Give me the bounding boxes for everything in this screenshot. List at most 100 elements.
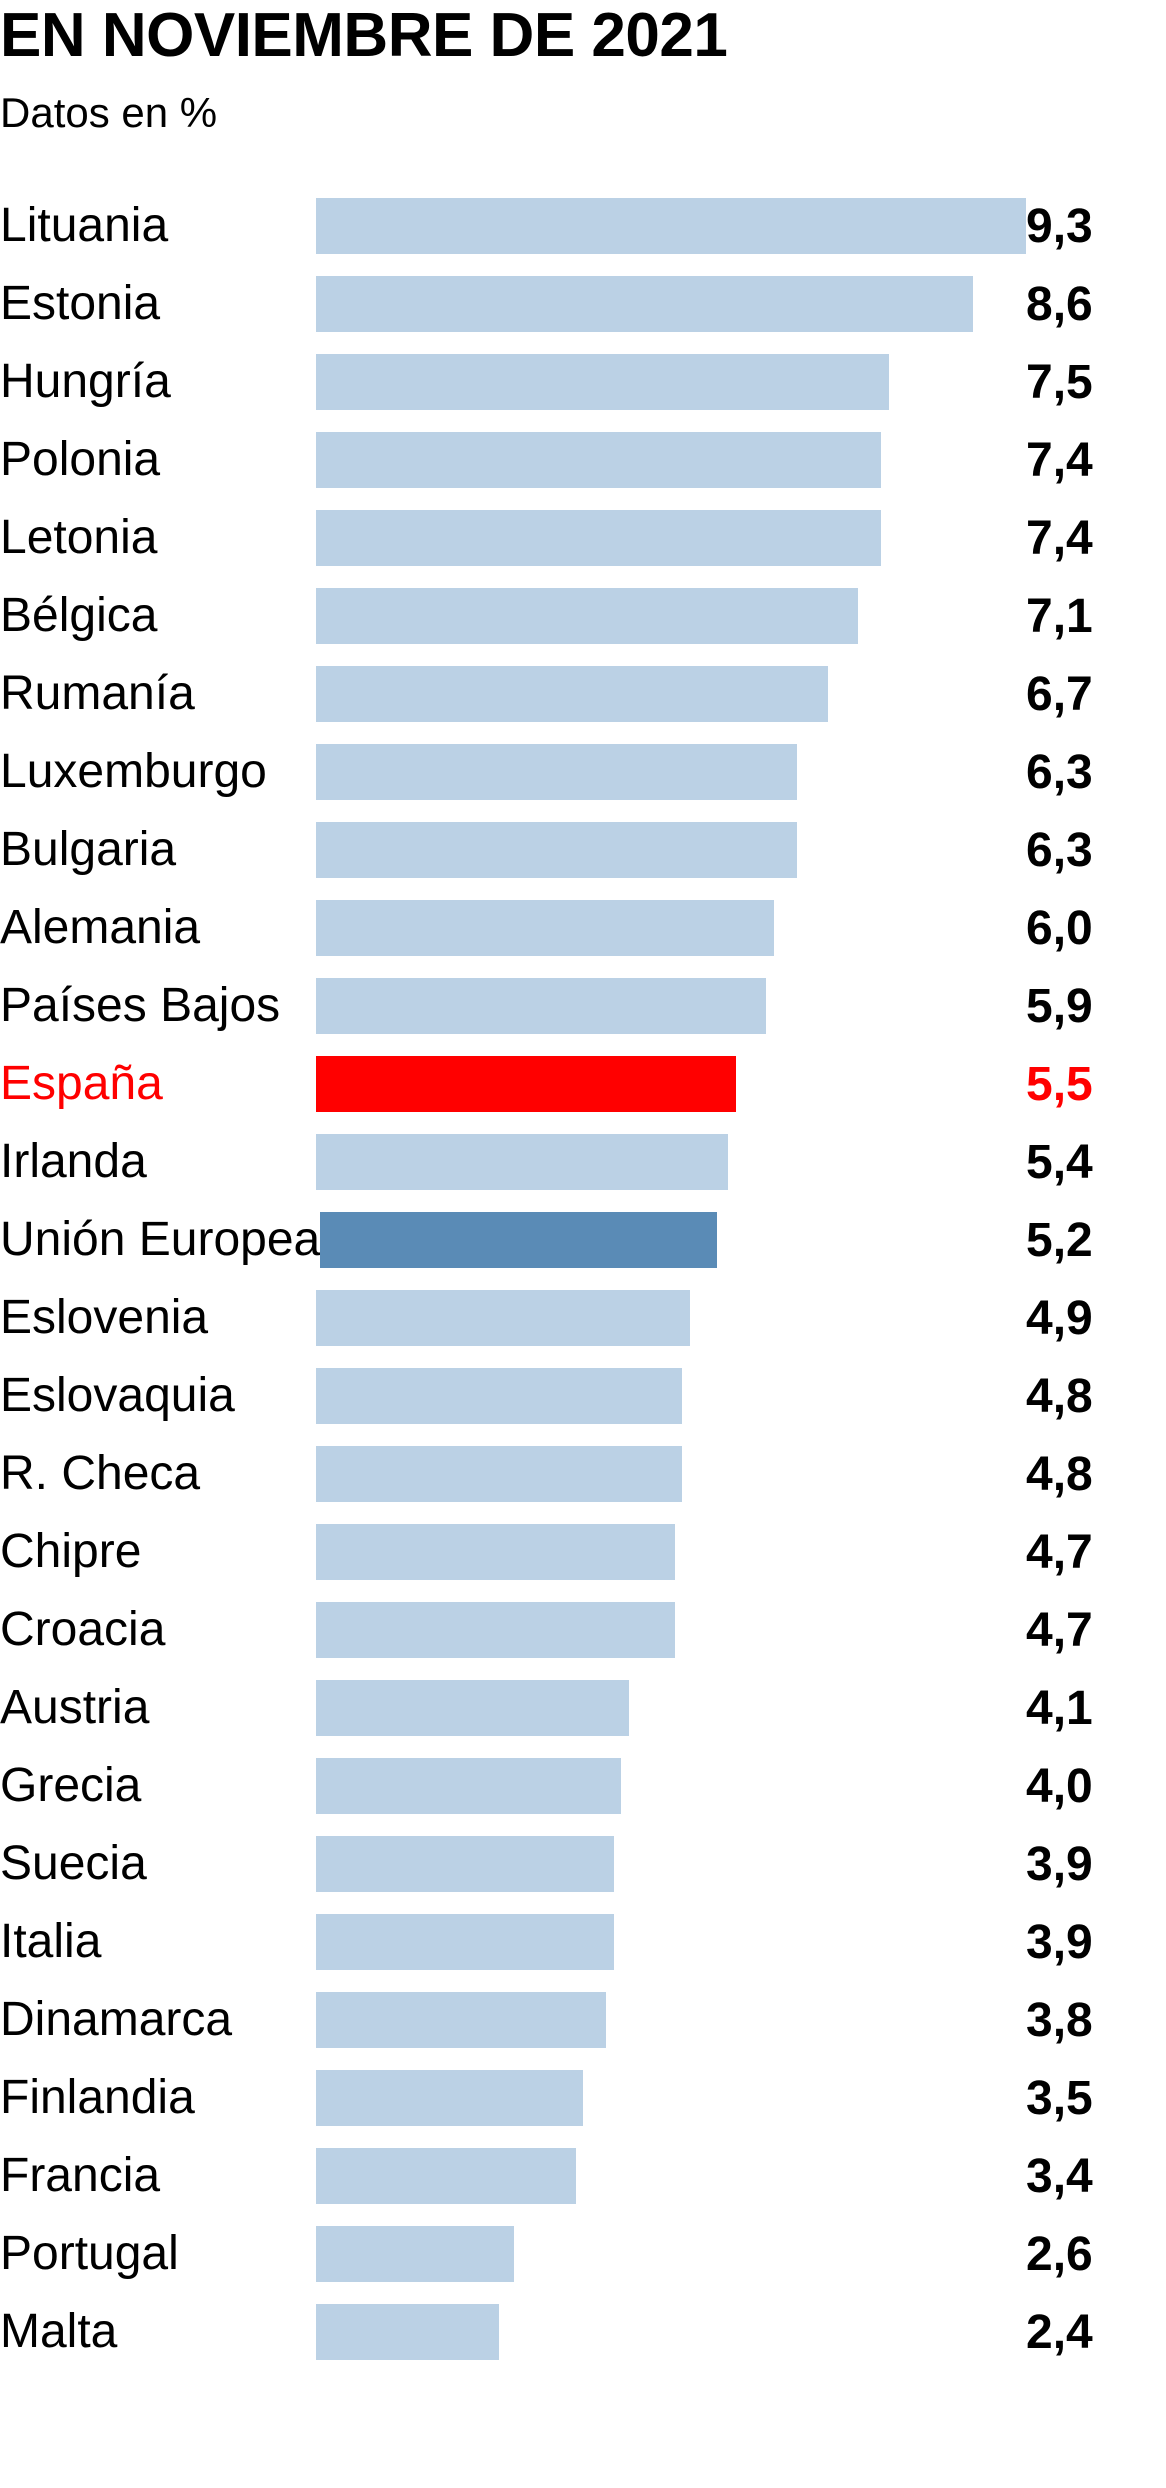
row-label: Austria (0, 1684, 316, 1732)
table-row: Alemania 6,0 (0, 889, 1166, 967)
bar (316, 1056, 736, 1112)
row-label: Suecia (0, 1840, 316, 1888)
bar (316, 354, 889, 410)
table-row: Unión Europea 5,2 (0, 1201, 1166, 1279)
bar-cell (316, 198, 1000, 254)
row-value: 5,9 (1000, 979, 1166, 1034)
bar (316, 1836, 614, 1892)
row-value: 8,6 (1000, 277, 1166, 332)
row-label: R. Checa (0, 1450, 316, 1498)
table-row: Bulgaria6,3 (0, 811, 1166, 889)
table-row: Luxemburgo 6,3 (0, 733, 1166, 811)
bar-cell (316, 1446, 1000, 1502)
row-label: Países Bajos (0, 982, 316, 1030)
table-row: Rumanía6,7 (0, 655, 1166, 733)
row-label: Estonia (0, 280, 316, 328)
bar-cell (316, 1758, 1000, 1814)
table-row: Portugal 2,6 (0, 2215, 1166, 2293)
row-value: 6,0 (1000, 901, 1166, 956)
bar (316, 666, 828, 722)
table-row: Italia 3,9 (0, 1903, 1166, 1981)
table-row: Malta 2,4 (0, 2293, 1166, 2371)
bar (316, 1446, 682, 1502)
bar-cell (316, 354, 1000, 410)
bar-cell (316, 510, 1000, 566)
row-label: Italia (0, 1918, 316, 1966)
row-label: Irlanda (0, 1138, 316, 1186)
row-value: 7,5 (1000, 355, 1166, 410)
bar (316, 2226, 514, 2282)
bar (316, 588, 858, 644)
row-label: Alemania (0, 904, 316, 952)
table-row: Chipre 4,7 (0, 1513, 1166, 1591)
table-row: Suecia 3,9 (0, 1825, 1166, 1903)
bar-cell (316, 744, 1000, 800)
bar (316, 744, 797, 800)
bar-cell (316, 1602, 1000, 1658)
row-value: 4,7 (1000, 1525, 1166, 1580)
row-value: 4,8 (1000, 1447, 1166, 1502)
row-value: 4,9 (1000, 1291, 1166, 1346)
row-value: 3,9 (1000, 1915, 1166, 1970)
chart-subtitle: Datos en % (0, 89, 1166, 137)
row-label: Francia (0, 2152, 316, 2200)
row-value: 2,6 (1000, 2227, 1166, 2282)
bar-cell (320, 1212, 1000, 1268)
row-value: 6,3 (1000, 745, 1166, 800)
table-row: R. Checa 4,8 (0, 1435, 1166, 1513)
bar-cell (316, 1836, 1000, 1892)
row-value: 5,2 (1000, 1213, 1166, 1268)
bar-cell (316, 1368, 1000, 1424)
row-label: Lituania (0, 202, 316, 250)
table-row: Eslovenia 4,9 (0, 1279, 1166, 1357)
bar (316, 432, 881, 488)
bar (316, 510, 881, 566)
bar-cell (316, 1134, 1000, 1190)
table-row: Francia 3,4 (0, 2137, 1166, 2215)
row-label: Chipre (0, 1528, 316, 1576)
row-value: 4,1 (1000, 1681, 1166, 1736)
row-value: 6,7 (1000, 667, 1166, 722)
row-label: Bélgica (0, 592, 316, 640)
bar (320, 1212, 717, 1268)
bar (316, 1524, 675, 1580)
bar (316, 1134, 728, 1190)
row-value: 5,4 (1000, 1135, 1166, 1190)
bar-cell (316, 276, 1000, 332)
bar (316, 1758, 621, 1814)
bar (316, 1368, 682, 1424)
table-row: Grecia4,0 (0, 1747, 1166, 1825)
row-value: 4,8 (1000, 1369, 1166, 1424)
row-value: 7,1 (1000, 589, 1166, 644)
table-row: Croacia4,7 (0, 1591, 1166, 1669)
row-value: 6,3 (1000, 823, 1166, 878)
row-value: 3,9 (1000, 1837, 1166, 1892)
row-label: Eslovaquia (0, 1372, 316, 1420)
row-value: 2,4 (1000, 2305, 1166, 2360)
table-row: Bélgica 7,1 (0, 577, 1166, 655)
table-row: Hungría7,5 (0, 343, 1166, 421)
table-row: Eslovaquia 4,8 (0, 1357, 1166, 1435)
row-value: 4,7 (1000, 1603, 1166, 1658)
chart-rows: Lituania9,3Estonia8,6Hungría7,5Polonia7,… (0, 187, 1166, 2371)
bar (316, 1992, 606, 2048)
table-row: Finlandia3,5 (0, 2059, 1166, 2137)
row-label: Letonia (0, 514, 316, 562)
row-label: Portugal (0, 2230, 316, 2278)
bar (316, 198, 1026, 254)
bar-cell (316, 1524, 1000, 1580)
bar-cell (316, 2226, 1000, 2282)
bar-cell (316, 2304, 1000, 2360)
row-label: Unión Europea (0, 1216, 320, 1264)
bar-cell (316, 1992, 1000, 2048)
row-label: Eslovenia (0, 1294, 316, 1342)
bar-cell (316, 2148, 1000, 2204)
table-row: Estonia 8,6 (0, 265, 1166, 343)
row-label: Luxemburgo (0, 748, 316, 796)
row-value: 3,8 (1000, 1993, 1166, 2048)
bar (316, 1290, 690, 1346)
table-row: Lituania9,3 (0, 187, 1166, 265)
row-value: 3,4 (1000, 2149, 1166, 2204)
row-label: Malta (0, 2308, 316, 2356)
table-row: Austria 4,1 (0, 1669, 1166, 1747)
